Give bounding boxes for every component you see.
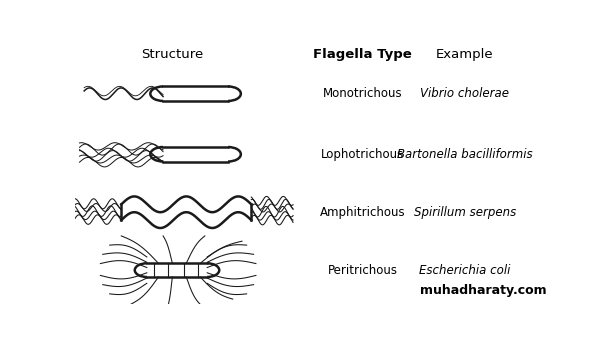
Text: Peritrichous: Peritrichous xyxy=(328,264,398,277)
Bar xyxy=(147,263,207,277)
Text: Structure: Structure xyxy=(141,48,204,61)
Text: Escherichia coli: Escherichia coli xyxy=(419,264,510,277)
Text: Flagella Type: Flagella Type xyxy=(313,48,412,61)
Text: muhadharaty.com: muhadharaty.com xyxy=(420,284,547,297)
Text: Example: Example xyxy=(436,48,494,61)
Text: Monotrichous: Monotrichous xyxy=(323,87,403,100)
Text: Lophotrichous: Lophotrichous xyxy=(321,148,404,161)
Text: Bartonella bacilliformis: Bartonella bacilliformis xyxy=(397,148,533,161)
Bar xyxy=(163,87,228,101)
Bar xyxy=(163,147,228,161)
Text: Spirillum serpens: Spirillum serpens xyxy=(414,206,516,219)
Text: Vibrio cholerae: Vibrio cholerae xyxy=(420,87,509,100)
Text: Amphitrichous: Amphitrichous xyxy=(320,206,406,219)
